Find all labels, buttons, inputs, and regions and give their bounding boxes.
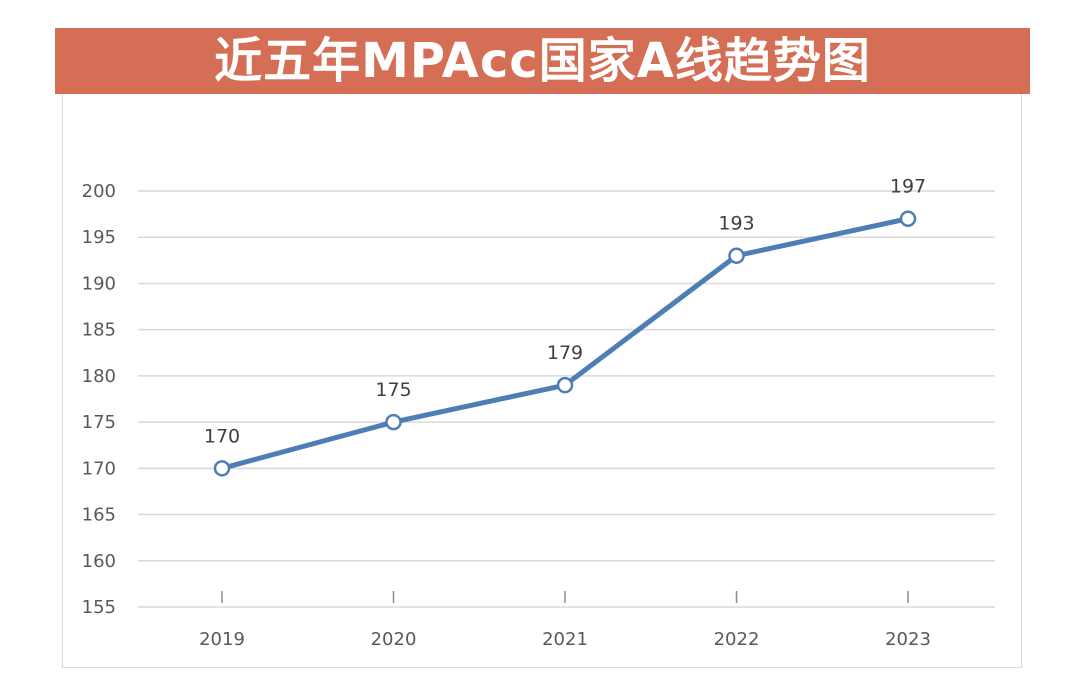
data-label-2019: 170 [204, 425, 240, 447]
data-point-2020 [385, 413, 402, 431]
x-tick-label-2020: 2020 [371, 629, 417, 650]
data-label-2023: 197 [890, 176, 926, 198]
y-tick-label-180: 180 [82, 366, 116, 387]
chart-title: 近五年MPAcc国家A线趋势图 [214, 33, 871, 89]
data-point-2022 [728, 247, 745, 264]
x-tick-label-2019: 2019 [199, 629, 245, 650]
data-labels: 170 175 179 193 197 [204, 176, 926, 448]
y-tick-label-195: 195 [82, 227, 116, 248]
y-tick-label-165: 165 [82, 505, 116, 526]
x-tick-label-2022: 2022 [714, 629, 760, 650]
y-tick-label-155: 155 [82, 597, 116, 618]
y-tick-label-175: 175 [82, 412, 116, 433]
y-axis-tick-labels: 155 160 165 170 175 180 185 190 195 200 [82, 181, 116, 618]
y-tick-label-190: 190 [82, 273, 116, 294]
y-tick-label-200: 200 [82, 181, 116, 202]
data-point-2021 [556, 376, 574, 394]
title-banner: 近五年MPAcc国家A线趋势图 [55, 28, 1030, 94]
data-point-2023 [899, 210, 917, 227]
data-point-2019 [213, 460, 231, 477]
y-tick-label-160: 160 [82, 551, 116, 572]
x-tick-label-2021: 2021 [542, 629, 588, 650]
x-axis-tick-labels: 2019 2020 2021 2022 2023 [199, 629, 931, 650]
x-tick-label-2023: 2023 [885, 629, 931, 650]
data-point-markers [213, 210, 917, 477]
y-tick-label-185: 185 [82, 320, 116, 341]
data-label-2022: 193 [718, 213, 754, 235]
x-axis-ticks [221, 591, 909, 603]
gridlines [138, 190, 995, 608]
data-label-2021: 179 [547, 342, 583, 364]
chart-frame [62, 94, 1022, 668]
y-tick-label-170: 170 [82, 458, 116, 479]
data-label-2020: 175 [375, 379, 411, 401]
